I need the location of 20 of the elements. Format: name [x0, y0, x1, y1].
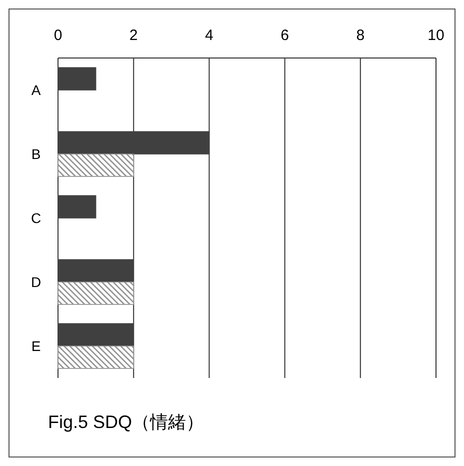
bar: [58, 346, 134, 369]
x-tick-label: 10: [428, 27, 444, 44]
x-tick-label: 0: [54, 27, 62, 44]
x-tick-label: 2: [129, 27, 138, 44]
bar: [58, 195, 96, 218]
x-tick-label: 6: [280, 27, 289, 44]
y-tick-label: E: [31, 338, 41, 354]
text: Fig.5 SDQ（情緒）: [48, 412, 204, 432]
bar: [58, 154, 134, 177]
x-tick-label: 8: [356, 27, 365, 44]
bar: [58, 67, 96, 90]
bar: [58, 131, 210, 154]
y-tick-label: C: [30, 210, 42, 226]
y-tick-label: A: [31, 82, 42, 98]
x-tick-label: 4: [205, 27, 214, 44]
bar: [58, 259, 134, 282]
bar: [58, 282, 134, 305]
bar: [58, 323, 134, 346]
y-tick-label: D: [30, 274, 42, 290]
y-tick-label: B: [31, 146, 41, 162]
